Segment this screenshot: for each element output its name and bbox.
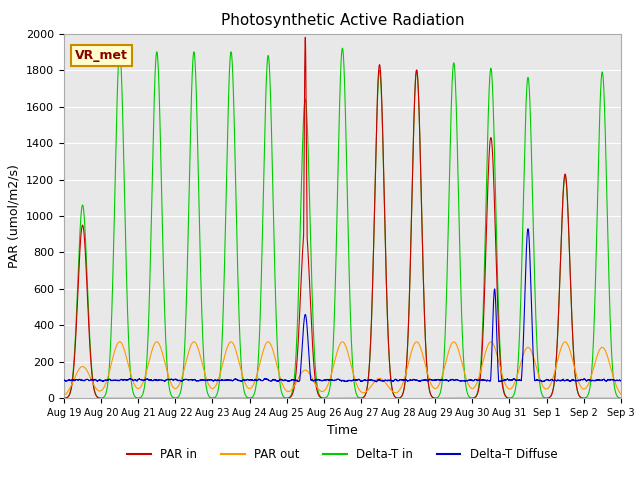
Legend: PAR in, PAR out, Delta-T in, Delta-T Diffuse: PAR in, PAR out, Delta-T in, Delta-T Dif…	[123, 443, 562, 466]
X-axis label: Time: Time	[327, 424, 358, 437]
Title: Photosynthetic Active Radiation: Photosynthetic Active Radiation	[221, 13, 464, 28]
Y-axis label: PAR (umol/m2/s): PAR (umol/m2/s)	[8, 164, 20, 268]
Text: VR_met: VR_met	[75, 49, 128, 62]
